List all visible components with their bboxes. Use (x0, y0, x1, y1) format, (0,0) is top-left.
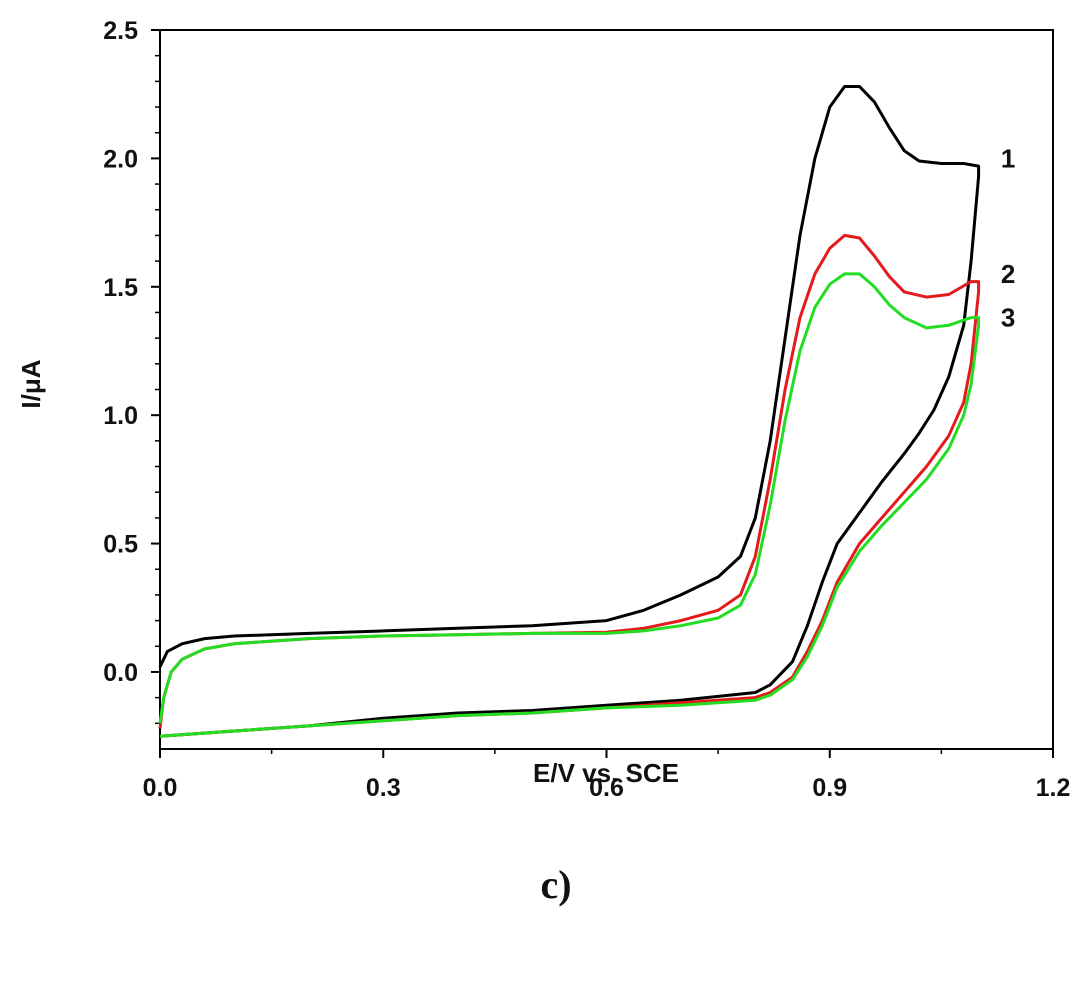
series-3-label: 3 (1001, 303, 1015, 333)
x-tick-label: 0.6 (589, 774, 624, 802)
x-tick-label: 0.3 (366, 774, 401, 802)
series-2-label: 2 (1001, 259, 1015, 289)
panel-label: c) (540, 862, 571, 907)
y-tick-label: 0.0 (103, 659, 138, 687)
plot-frame (159, 29, 1054, 750)
y-tick-label: 2.5 (103, 17, 138, 45)
y-axis-title: I/μA (16, 359, 46, 408)
x-axis-title: E/V vs. SCE (533, 758, 679, 788)
y-tick-label: 2.0 (103, 145, 138, 173)
y-tick-label: 0.5 (103, 531, 138, 559)
series-2-curve (158, 233, 981, 738)
x-tick-label: 1.2 (1036, 774, 1071, 802)
x-tick-label: 0.0 (143, 774, 178, 802)
y-tick-label: 1.0 (103, 402, 138, 430)
series-layer (158, 85, 981, 738)
series-1-label: 1 (1001, 143, 1015, 173)
series-3-curve (158, 272, 981, 738)
y-tick-label: 1.5 (103, 274, 138, 302)
axis-ticks: 0.0 0.3 0.6 0.9 1.2 0.0 0.5 1.0 1.5 2.0 2.5 (103, 17, 1070, 802)
curve-labels: 1 2 3 (1001, 143, 1015, 332)
series-1-curve (158, 85, 981, 738)
x-tick-label: 0.9 (812, 774, 847, 802)
